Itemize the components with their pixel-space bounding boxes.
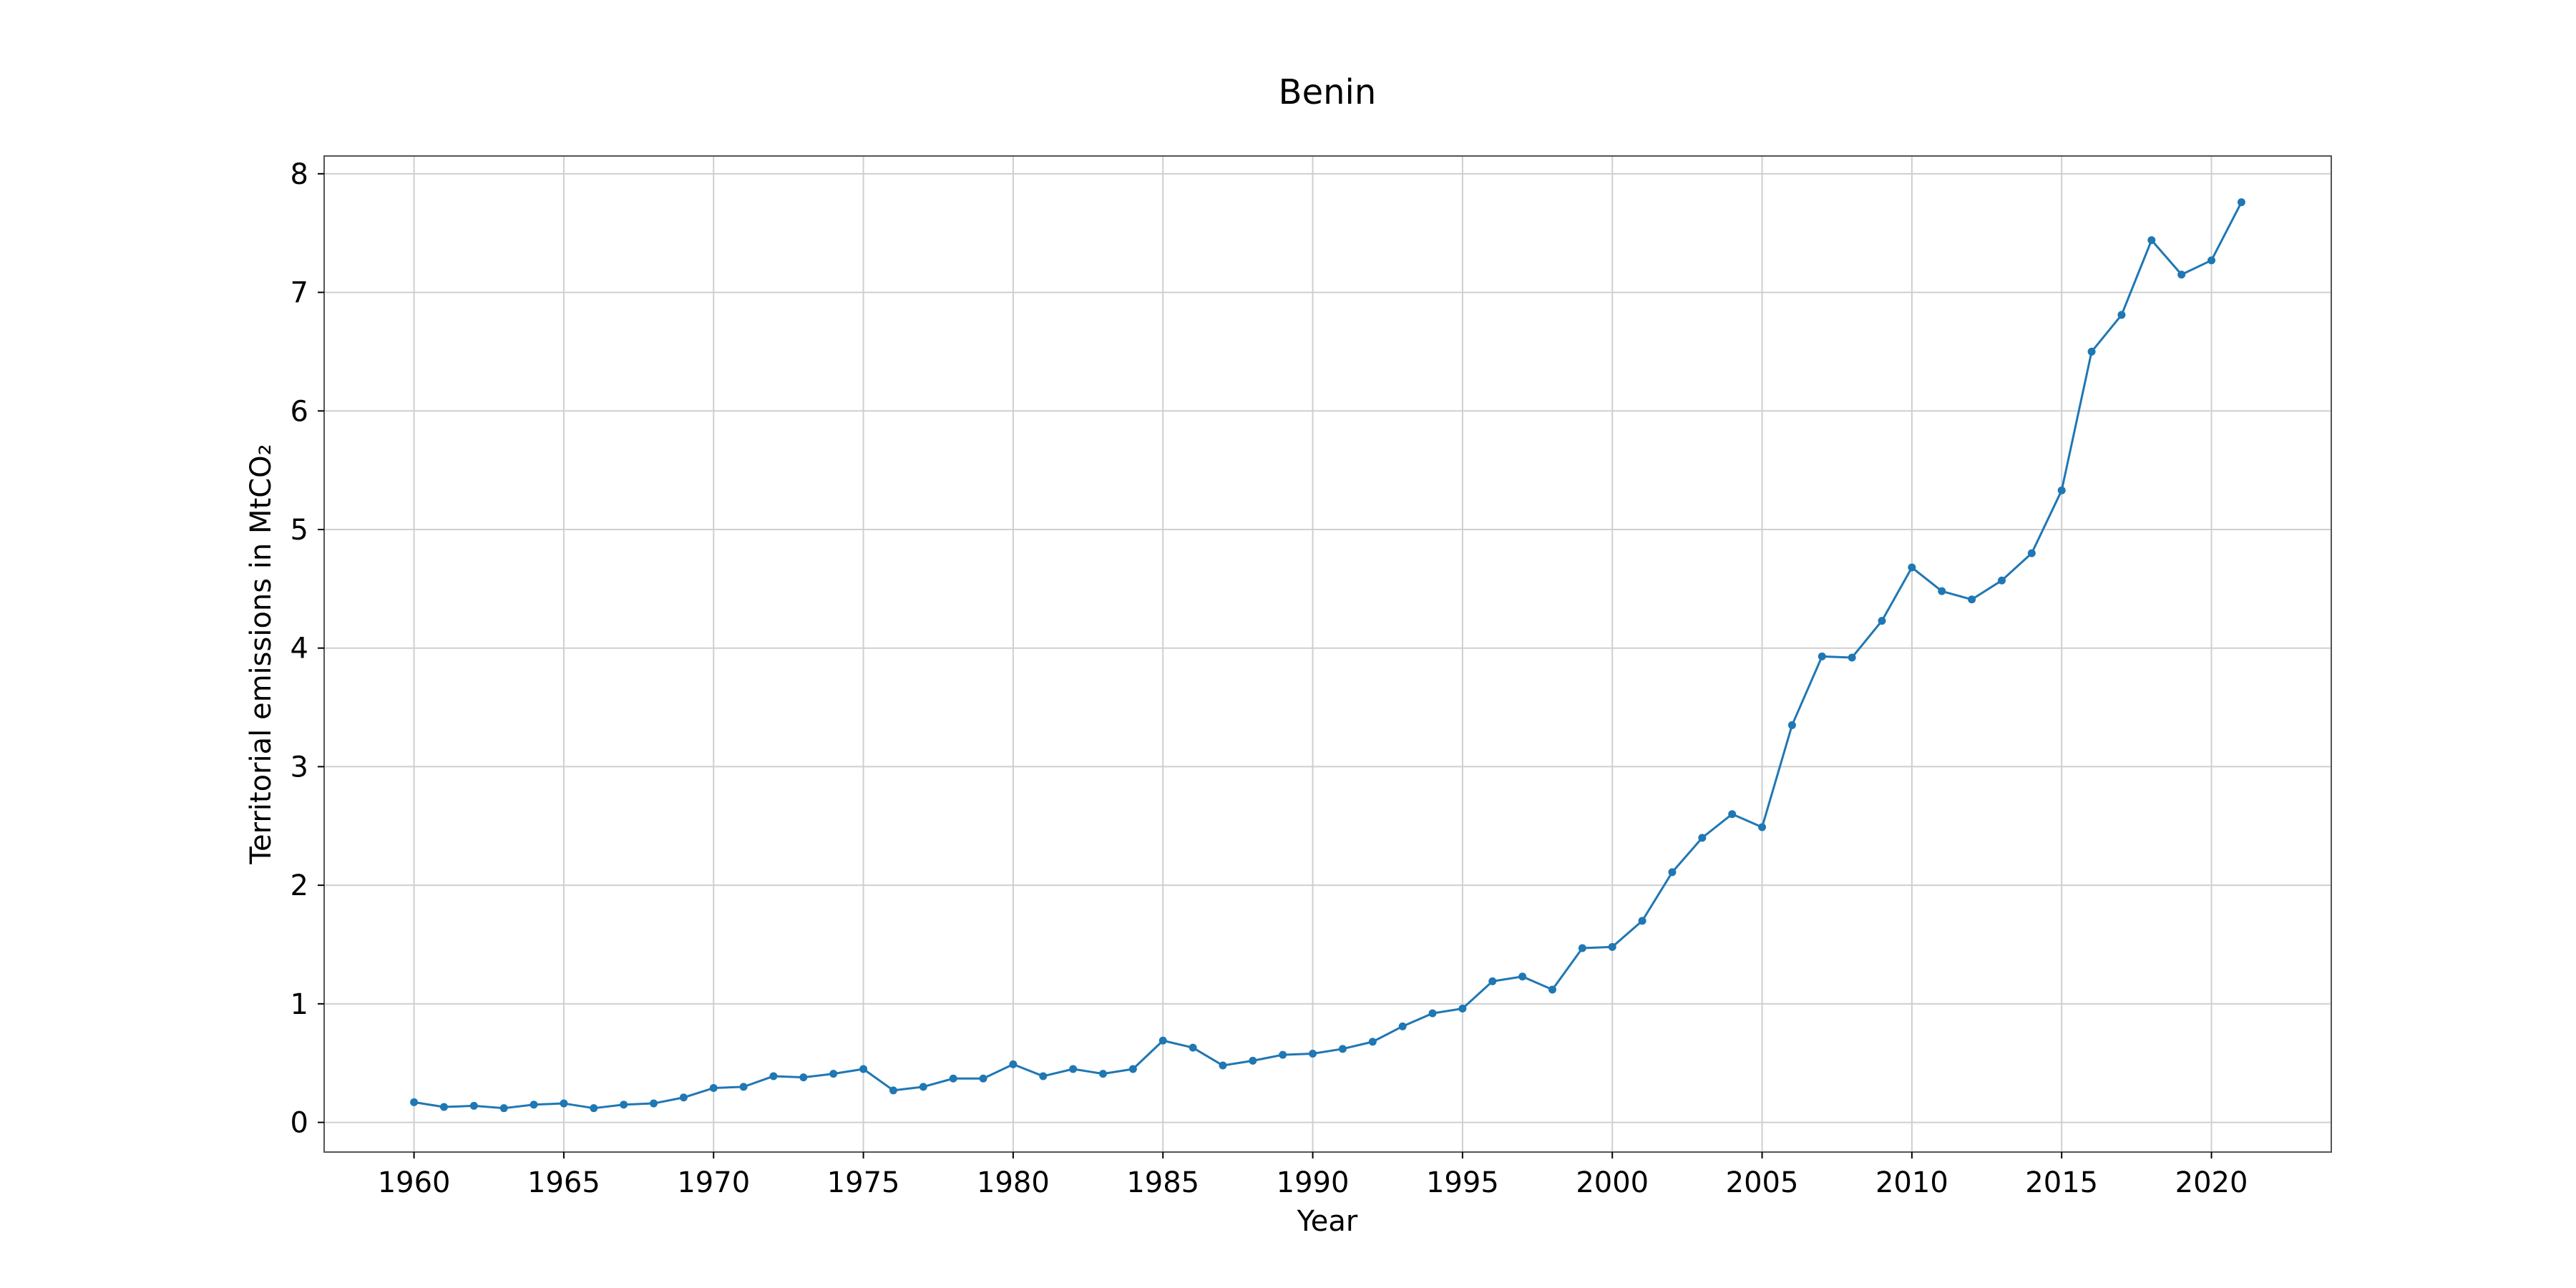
data-point [439, 1103, 448, 1111]
y-tick-label: 3 [291, 751, 308, 784]
data-point [709, 1084, 718, 1093]
data-point [1548, 985, 1556, 994]
data-point [2087, 347, 2096, 356]
data-point [410, 1098, 419, 1106]
data-point [1518, 972, 1527, 981]
data-point [560, 1099, 568, 1108]
data-point [949, 1074, 957, 1083]
data-point [829, 1070, 838, 1078]
data-point [1219, 1061, 1227, 1070]
data-point [799, 1073, 808, 1082]
data-point [650, 1099, 658, 1108]
data-point [1578, 944, 1586, 952]
series [410, 198, 2245, 1113]
data-point [2237, 198, 2245, 207]
data-point [1608, 942, 1616, 951]
y-tick-label: 7 [291, 277, 308, 310]
data-point [1997, 576, 2006, 585]
data-point [2177, 270, 2186, 279]
data-point [2147, 236, 2156, 245]
x-tick-label: 1960 [378, 1166, 451, 1199]
x-axis-label: Year [1297, 1205, 1358, 1238]
data-point [739, 1083, 748, 1091]
data-point [1787, 721, 1796, 729]
data-point [620, 1101, 628, 1109]
data-point [530, 1101, 538, 1109]
data-point [1158, 1036, 1167, 1045]
data-point [679, 1093, 688, 1102]
y-tick-label: 8 [291, 158, 308, 191]
data-point [1908, 563, 1916, 572]
grid [324, 156, 2331, 1152]
x-tick-label: 2015 [2025, 1166, 2098, 1199]
data-point [1488, 977, 1497, 985]
data-point [1069, 1065, 1078, 1073]
series-line [414, 201, 2243, 1110]
data-point [979, 1074, 987, 1083]
data-point [1878, 617, 1886, 625]
data-point [1848, 653, 1856, 662]
x-tick-label: 2005 [1726, 1166, 1799, 1199]
x-tick-label: 1995 [1426, 1166, 1499, 1199]
data-point [919, 1083, 927, 1091]
data-point [1249, 1056, 1257, 1065]
y-tick-label: 1 [291, 988, 308, 1021]
x-tick-label: 1990 [1277, 1166, 1350, 1199]
data-point [2027, 549, 2036, 557]
data-point [1698, 834, 1707, 842]
y-tick-label: 2 [291, 869, 308, 902]
data-point [1009, 1060, 1018, 1068]
data-point [1458, 1004, 1467, 1013]
y-axis-label: Territorial emissions in MtCO₂ [245, 444, 278, 864]
data-point [590, 1104, 598, 1113]
data-point [1309, 1049, 1317, 1058]
data-point [1398, 1022, 1407, 1030]
x-tick-label: 1985 [1126, 1166, 1199, 1199]
y-tick-label: 0 [291, 1107, 308, 1140]
x-tick-label: 2020 [2175, 1166, 2248, 1199]
data-point [889, 1086, 897, 1095]
x-tick-label: 1965 [527, 1166, 600, 1199]
data-point [1279, 1050, 1287, 1059]
x-tick-label: 1980 [977, 1166, 1050, 1199]
data-point [1968, 595, 1976, 604]
x-tick-label: 2010 [1875, 1166, 1948, 1199]
data-point [859, 1065, 868, 1073]
data-point [1818, 652, 1826, 660]
data-point [1099, 1070, 1108, 1078]
data-point [1728, 810, 1737, 819]
data-point [1758, 823, 1767, 831]
plot-frame [323, 155, 2332, 1153]
data-point [1128, 1065, 1137, 1073]
y-tick-label: 4 [291, 633, 308, 665]
data-point [1428, 1009, 1437, 1018]
data-point [769, 1072, 778, 1080]
data-point [1189, 1043, 1197, 1052]
data-point [1938, 587, 1946, 595]
x-tick-label: 1975 [827, 1166, 900, 1199]
data-point [1039, 1072, 1048, 1080]
data-point [2057, 486, 2066, 494]
data-point [2207, 256, 2216, 265]
data-point [1338, 1045, 1347, 1053]
data-point [2117, 311, 2126, 319]
data-point [499, 1104, 508, 1113]
data-point [1668, 868, 1677, 877]
x-tick-label: 2000 [1576, 1166, 1649, 1199]
x-tick-label: 1970 [677, 1166, 750, 1199]
y-tick-label: 5 [291, 514, 308, 547]
y-tick-label: 6 [291, 395, 308, 428]
data-point [1638, 917, 1646, 925]
ticks: 1960 1965 1970 1975 1980 1985 1990 1995 2000 2005… [291, 158, 2248, 1199]
data-point [1368, 1038, 1377, 1046]
data-point [469, 1101, 478, 1110]
chart-title: Benin [1279, 72, 1377, 112]
